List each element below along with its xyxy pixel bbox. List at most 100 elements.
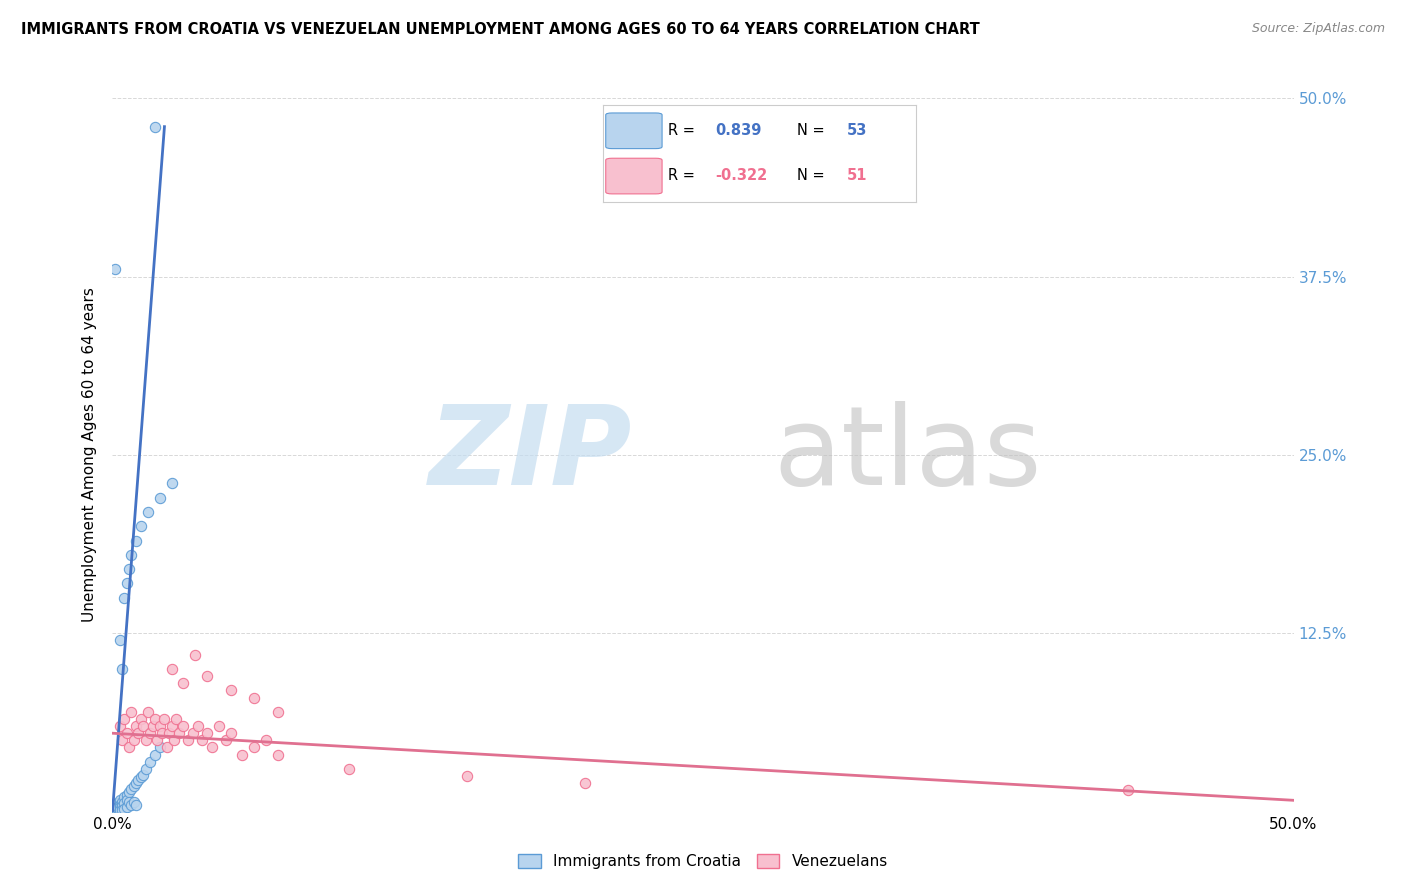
Point <box>172 719 194 733</box>
Point <box>111 795 134 809</box>
Point <box>104 800 127 814</box>
Point <box>105 797 128 812</box>
Point <box>120 797 142 812</box>
Point <box>160 719 183 733</box>
Point <box>135 762 157 776</box>
Point <box>118 795 141 809</box>
Point <box>195 669 218 683</box>
Point <box>108 803 131 817</box>
Point <box>254 733 277 747</box>
Point <box>208 719 231 733</box>
Point <box>201 740 224 755</box>
Point <box>143 120 166 134</box>
Point <box>120 781 142 796</box>
Point <box>132 767 155 781</box>
Point <box>132 719 155 733</box>
Point <box>165 712 187 726</box>
Point <box>136 505 159 519</box>
Point <box>125 719 148 733</box>
Point <box>104 799 127 814</box>
Point <box>243 690 266 705</box>
Point <box>184 648 207 662</box>
Point <box>112 591 135 605</box>
Point <box>150 726 173 740</box>
Point <box>120 705 142 719</box>
Point <box>104 803 127 817</box>
Point <box>120 548 142 562</box>
Point <box>118 562 141 576</box>
Point <box>456 769 478 783</box>
Point <box>108 633 131 648</box>
Point <box>160 662 183 676</box>
Point <box>243 740 266 755</box>
Point <box>337 762 360 776</box>
Point <box>574 776 596 790</box>
Point <box>195 726 218 740</box>
Point <box>143 712 166 726</box>
Text: ZIP: ZIP <box>429 401 633 508</box>
Point <box>111 799 134 814</box>
Point <box>104 262 127 277</box>
Point <box>215 733 238 747</box>
Point <box>107 802 129 816</box>
Point <box>156 740 179 755</box>
Point <box>111 733 134 747</box>
Point <box>167 726 190 740</box>
Point <box>1116 783 1139 797</box>
Point <box>172 676 194 690</box>
Point <box>127 726 149 740</box>
Point <box>105 796 128 810</box>
Point <box>219 726 242 740</box>
Text: IMMIGRANTS FROM CROATIA VS VENEZUELAN UNEMPLOYMENT AMONG AGES 60 TO 64 YEARS COR: IMMIGRANTS FROM CROATIA VS VENEZUELAN UN… <box>21 22 980 37</box>
Point <box>219 683 242 698</box>
Point <box>157 726 180 740</box>
Point <box>181 726 204 740</box>
Y-axis label: Unemployment Among Ages 60 to 64 years: Unemployment Among Ages 60 to 64 years <box>82 287 97 623</box>
Point <box>112 796 135 810</box>
Point <box>125 797 148 812</box>
Point <box>112 712 135 726</box>
Text: Source: ZipAtlas.com: Source: ZipAtlas.com <box>1251 22 1385 36</box>
Point <box>129 771 152 785</box>
Point <box>118 740 141 755</box>
Point <box>231 747 253 762</box>
Point <box>115 788 138 802</box>
Point <box>115 793 138 807</box>
Point <box>149 719 172 733</box>
Point <box>125 533 148 548</box>
Point <box>127 773 149 788</box>
Point <box>111 803 134 817</box>
Point <box>115 576 138 591</box>
Point <box>153 712 176 726</box>
Point <box>139 726 162 740</box>
Point <box>104 802 127 816</box>
Point <box>111 662 134 676</box>
Point <box>108 719 131 733</box>
Point <box>177 733 200 747</box>
Point <box>146 733 169 747</box>
Point <box>160 476 183 491</box>
Point <box>122 795 145 809</box>
Point <box>136 705 159 719</box>
Point <box>118 785 141 799</box>
Point <box>186 719 208 733</box>
Point <box>139 755 162 769</box>
Point <box>112 790 135 805</box>
Point <box>267 705 290 719</box>
Point <box>191 733 214 747</box>
Point <box>149 491 172 505</box>
Point <box>149 740 172 755</box>
Point <box>122 779 145 793</box>
Point <box>108 797 131 812</box>
Point <box>105 803 128 817</box>
Point <box>142 719 165 733</box>
Point <box>112 802 135 816</box>
Point <box>107 800 129 814</box>
Point <box>105 802 128 816</box>
Point <box>135 733 157 747</box>
Text: atlas: atlas <box>773 401 1042 508</box>
Point <box>108 793 131 807</box>
Point <box>105 800 128 814</box>
Point <box>108 800 131 814</box>
Point <box>129 519 152 533</box>
